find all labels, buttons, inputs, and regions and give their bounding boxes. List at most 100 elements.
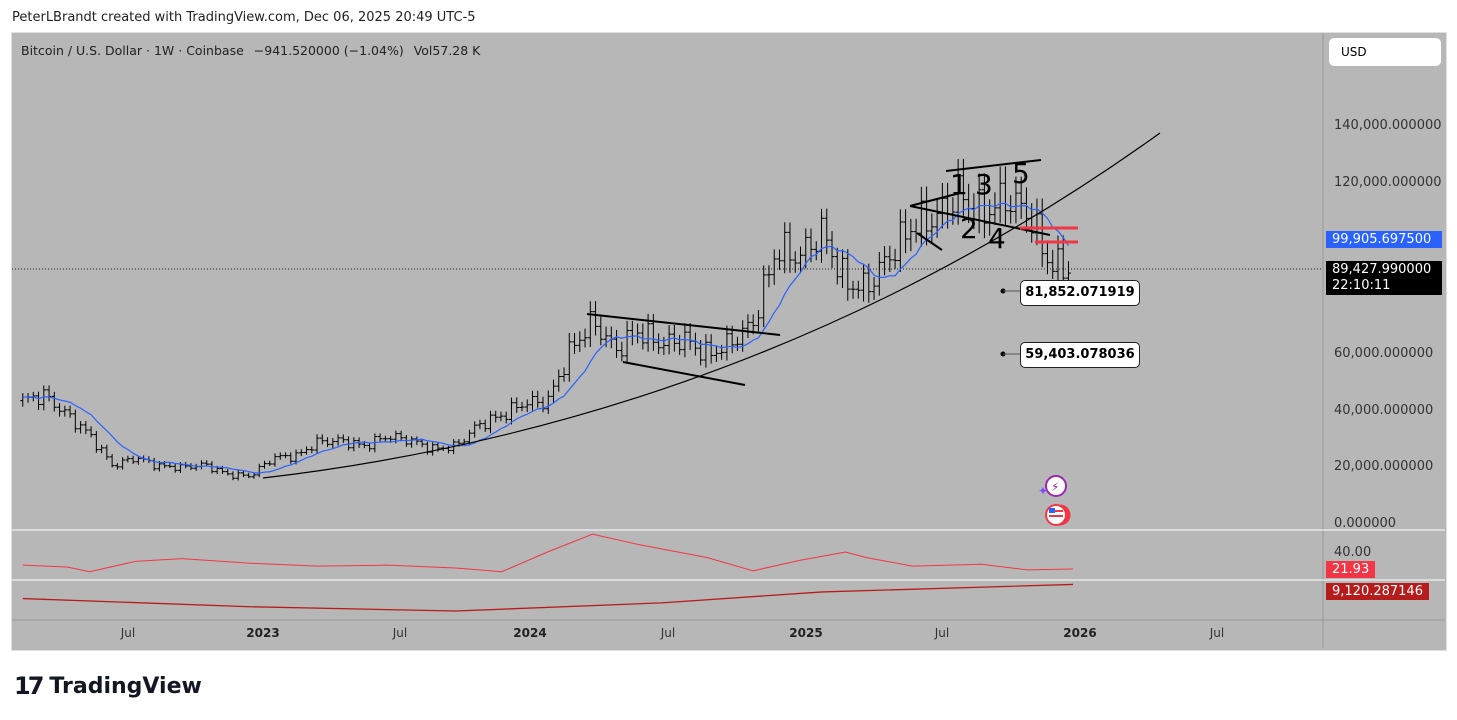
price-bar xyxy=(903,209,909,254)
time-tick: Jul xyxy=(660,626,676,640)
price-bar xyxy=(167,462,173,469)
price-tick: 20,000.000000 xyxy=(1334,459,1434,474)
brand-name: TradingView xyxy=(49,673,202,699)
price-bar xyxy=(272,453,278,467)
price-bar xyxy=(409,436,415,448)
drawings xyxy=(586,159,1051,386)
price-bar xyxy=(524,399,530,412)
price-bar xyxy=(135,455,141,465)
price-bar xyxy=(309,446,315,454)
price-bar xyxy=(251,472,257,479)
price-bar xyxy=(635,323,641,344)
price-bar xyxy=(861,263,867,302)
price-bar xyxy=(472,421,478,438)
price-bar xyxy=(193,463,199,471)
price-bar xyxy=(314,434,320,454)
price-bar xyxy=(776,249,782,270)
price-bar xyxy=(556,369,562,392)
triangle-upper-trendline[interactable] xyxy=(945,159,1042,172)
price-bar xyxy=(561,367,567,382)
price-bar xyxy=(209,461,215,474)
sparkle-icon: ✦ xyxy=(1038,484,1048,498)
price-bar xyxy=(897,209,903,272)
wave-label: 4 xyxy=(988,222,1006,255)
price-bar xyxy=(929,213,935,243)
tradingview-logo-icon: 𝟭𝟳 xyxy=(14,672,44,700)
price-bar xyxy=(656,333,662,354)
event-icons: ⚡ ✦ xyxy=(1038,475,1071,526)
price-bar xyxy=(745,314,751,338)
price-bar xyxy=(346,436,352,451)
price-bar xyxy=(1013,176,1019,224)
price-bar xyxy=(624,320,630,364)
price-bar xyxy=(25,393,31,403)
price-bar xyxy=(20,393,26,407)
price-change: −941.520000 (−1.04%) xyxy=(253,43,404,58)
price-bar xyxy=(46,385,52,402)
price-bar xyxy=(782,222,788,274)
price-bar xyxy=(819,208,825,263)
price-bar xyxy=(703,334,709,368)
price-bar xyxy=(325,437,331,447)
price-label[interactable]: 59,403.078036 xyxy=(1020,342,1140,368)
price-bar xyxy=(882,245,888,276)
price-bar xyxy=(109,454,115,468)
price-bar xyxy=(855,280,861,299)
price-bar xyxy=(829,230,835,269)
price-bar xyxy=(924,186,930,246)
price-bar xyxy=(235,470,241,481)
chart-credit: PeterLBrandt created with TradingView.co… xyxy=(12,10,476,25)
price-bar xyxy=(750,314,756,335)
time-tick: Jul xyxy=(934,626,950,640)
price-bar xyxy=(1034,198,1040,246)
price-bar xyxy=(850,280,856,299)
price-bar xyxy=(508,397,514,425)
flag-upper-trendline[interactable] xyxy=(586,313,781,336)
price-bar xyxy=(514,397,520,413)
currency-button[interactable]: USD xyxy=(1329,38,1441,66)
price-bar xyxy=(845,249,851,301)
price-tick: 140,000.000000 xyxy=(1334,118,1442,133)
wave-label: 3 xyxy=(975,168,993,201)
price-bar xyxy=(650,313,656,351)
time-tick: Jul xyxy=(120,626,136,640)
indicator-1-value-tag: 21.93 xyxy=(1326,561,1376,578)
price-label[interactable]: 81,852.071919 xyxy=(1020,280,1140,306)
triangle-segment[interactable] xyxy=(916,232,943,251)
volume: Vol57.28 K xyxy=(413,43,481,58)
chart-area[interactable] xyxy=(11,32,1447,651)
triangle-segment[interactable] xyxy=(909,192,961,207)
lightning-event-icon[interactable] xyxy=(1045,475,1067,497)
price-bar xyxy=(587,301,593,347)
flag-lower-trendline[interactable] xyxy=(622,361,746,386)
last-price-tag: 89,427.990000 22:10:11 xyxy=(1326,261,1442,295)
price-bar xyxy=(551,379,557,403)
price-bar xyxy=(51,391,57,412)
price-bar xyxy=(198,460,204,470)
price-tick: 40,000.000000 xyxy=(1334,403,1434,418)
price-bar xyxy=(503,411,509,424)
price-bar xyxy=(225,469,231,476)
price-bar xyxy=(529,390,535,411)
price-bar xyxy=(1002,166,1008,227)
price-bar xyxy=(661,336,667,355)
price-bar xyxy=(78,421,84,434)
price-bar xyxy=(377,433,383,443)
price-bar xyxy=(104,444,110,460)
parabolic-curve-drawing[interactable] xyxy=(262,132,1161,479)
price-bar xyxy=(566,333,572,382)
symbol-legend[interactable]: Bitcoin / U.S. Dollar · 1W · Coinbase −9… xyxy=(21,43,486,58)
price-bar xyxy=(240,470,246,478)
price-bar xyxy=(67,405,73,418)
price-bar xyxy=(708,334,714,364)
symbol-name: Bitcoin / U.S. Dollar · 1W · Coinbase xyxy=(21,43,244,58)
triangle-lower-trendline[interactable] xyxy=(909,205,1051,236)
tradingview-logo[interactable]: 𝟭𝟳 TradingView xyxy=(14,672,202,700)
price-tick: 120,000.000000 xyxy=(1334,175,1442,190)
indicator-2-line xyxy=(22,583,1074,612)
time-tick: 2025 xyxy=(789,626,823,640)
price-bar xyxy=(1018,176,1024,220)
price-bar xyxy=(535,390,541,408)
wave-label: 2 xyxy=(960,212,978,245)
